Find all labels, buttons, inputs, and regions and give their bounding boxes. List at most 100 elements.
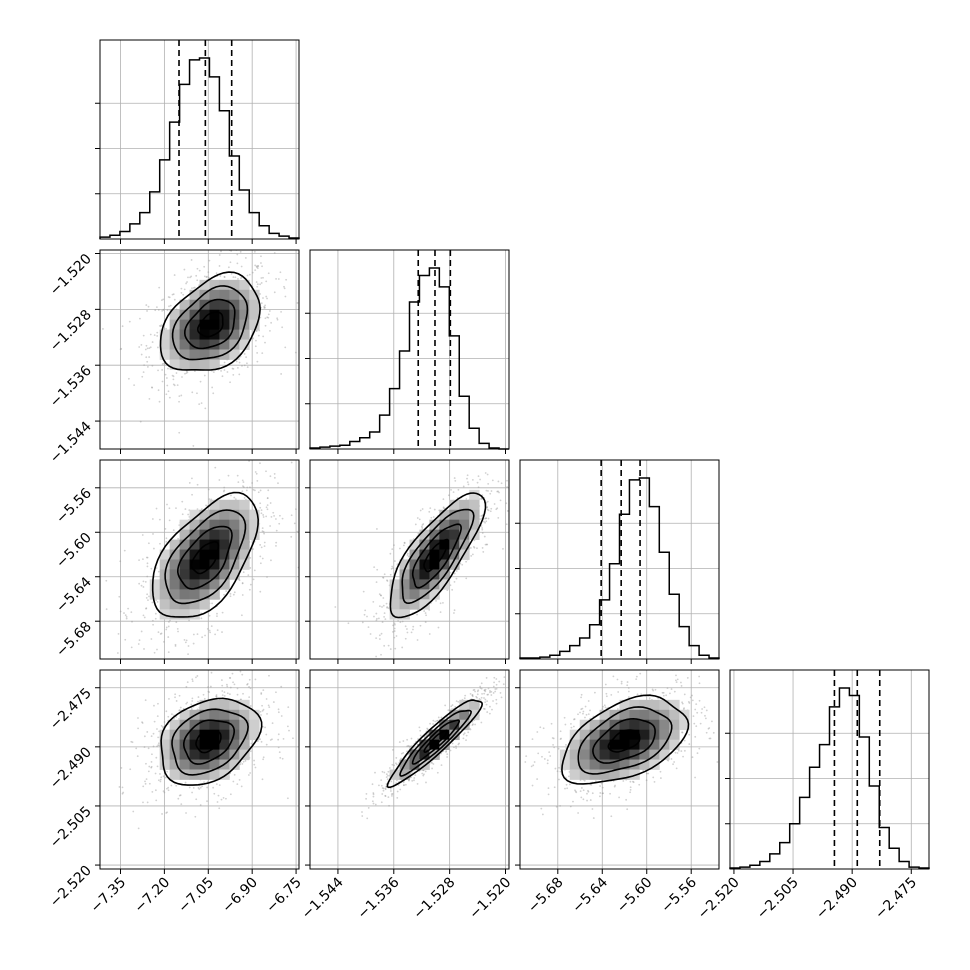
sample-point [248,588,251,591]
sample-point [444,704,447,707]
sample-point [688,743,691,745]
sample-point [166,787,168,790]
sample-point [272,511,275,514]
density-cell [169,719,180,731]
sample-point [268,706,271,709]
sample-point [284,346,287,349]
sample-point [241,364,243,367]
sample-point [255,265,258,268]
sample-point [465,560,468,563]
density-cell [169,579,180,590]
sample-point [144,782,147,785]
sample-point [257,264,259,267]
sample-point [429,507,432,510]
sample-point [155,306,158,308]
sample-point [242,571,245,574]
sample-point [383,612,386,615]
density-cell [249,729,260,741]
sample-point [265,506,268,509]
sample-point [259,316,262,319]
sample-point [248,685,250,688]
sample-point [470,555,473,557]
sample-point [459,562,462,565]
sample-point [487,517,490,520]
sample-point [165,537,168,540]
sample-point [482,440,484,442]
sample-point [396,790,399,793]
sample-point [228,677,231,679]
sample-point [259,489,262,492]
sample-point [388,804,390,807]
sample-point [362,590,365,593]
sample-point [255,339,257,342]
sample-point [426,733,429,736]
sample-point [172,293,175,296]
sample-point [146,565,149,568]
contour-level-3 [171,285,249,361]
sample-point [375,619,378,622]
sample-point [229,686,232,689]
sample-point [118,595,121,598]
sample-point [421,508,424,510]
density-cell [229,699,240,711]
density-cell [429,589,440,600]
sample-point [137,717,139,719]
sample-point [683,739,686,742]
sample-point [147,599,149,602]
sample-point [151,518,154,520]
sample-point [437,626,440,629]
density-cell [389,609,400,620]
sample-point [253,250,256,253]
sample-point [449,584,452,587]
sample-point [379,594,382,597]
sample-point [142,785,145,788]
density-cell [209,549,220,560]
sample-point [196,483,199,486]
sample-point [461,563,464,566]
sample-point [416,782,419,785]
density-cell [209,769,220,780]
sample-point [395,763,398,766]
sample-point [169,304,172,307]
sample-point [412,538,415,541]
sample-point [151,341,154,343]
sample-point [156,335,159,337]
sample-point [156,765,159,768]
sample-point [406,631,409,634]
sample-point [265,743,268,746]
sample-point [234,498,237,501]
density-cell [429,539,440,550]
sample-point [429,722,431,725]
sample-point [142,801,144,804]
sample-point [491,708,493,711]
sample-point [506,755,508,757]
sample-point [146,593,149,596]
density-cell [209,289,220,301]
sample-point [213,792,216,795]
density-cell [159,589,171,600]
sample-point [196,675,199,677]
sample-point [375,655,378,658]
contour-level-2 [176,525,233,590]
density-cell [209,739,220,750]
sample-point [129,768,132,771]
sample-point [261,704,263,707]
sample-point [238,778,241,781]
sample-point [361,815,364,817]
sample-point [211,602,213,605]
sample-point [413,769,416,772]
sample-point [225,683,228,686]
sample-point [149,333,152,336]
sample-point [651,688,654,691]
sample-point [259,462,261,465]
sample-point [230,272,233,275]
density-cell [179,519,190,531]
sample-point [141,722,144,724]
density-cell [209,359,220,370]
sample-point [476,690,479,693]
sample-point [178,431,181,434]
sample-point [206,275,208,278]
sample-point [168,507,171,510]
density-cell [399,599,410,610]
sample-point [212,392,215,395]
